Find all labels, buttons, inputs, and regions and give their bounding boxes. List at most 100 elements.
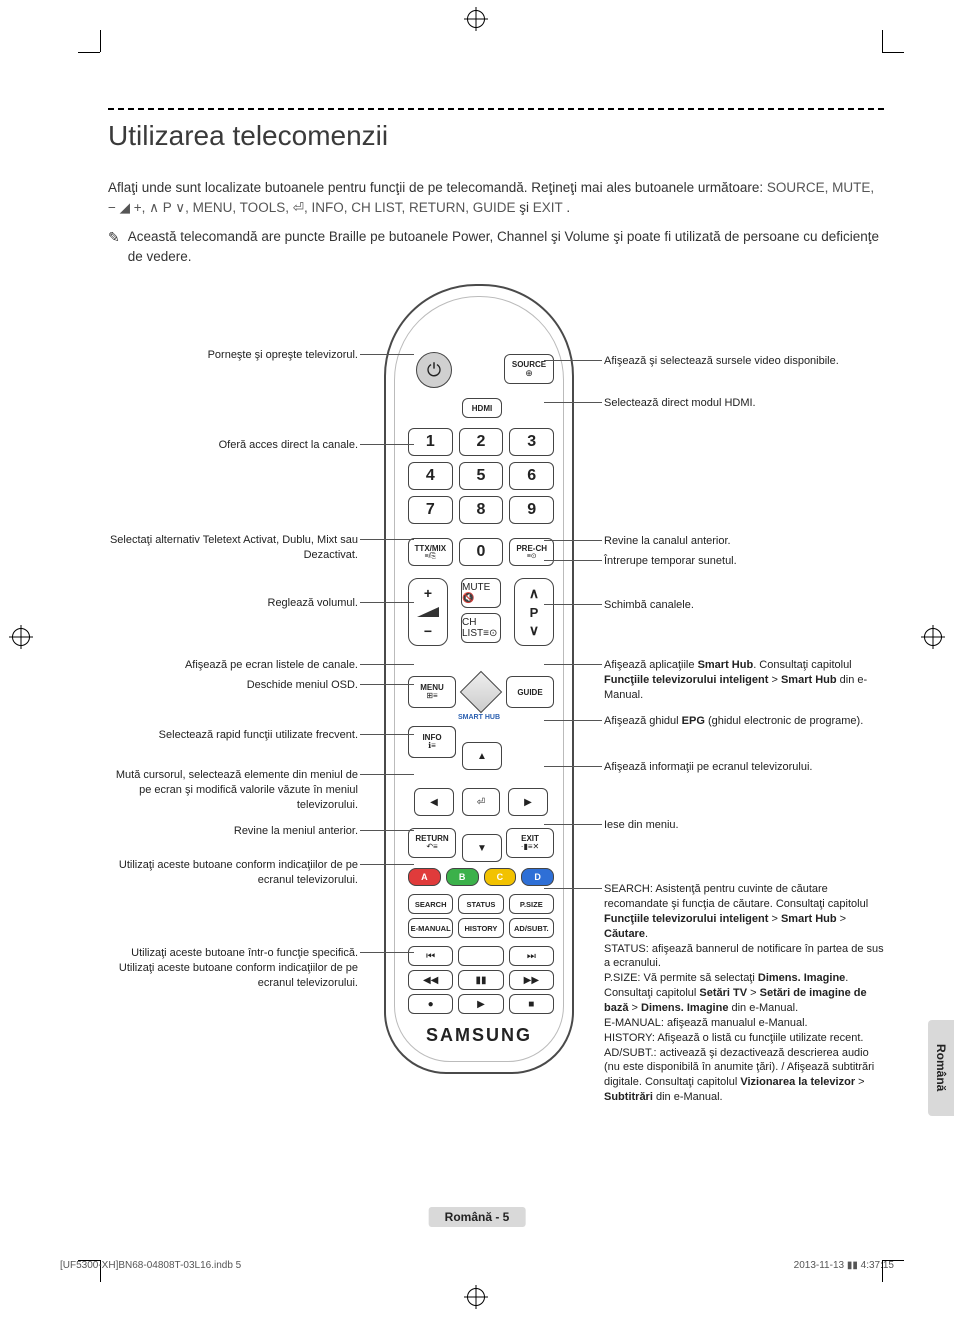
note-text: Această telecomandă are puncte Braille p… xyxy=(128,227,884,266)
mute-button[interactable]: MUTE🔇 xyxy=(461,578,501,608)
exit-button[interactable]: EXIT·▮≡✕ xyxy=(506,828,554,858)
transport-button[interactable]: ◀◀ xyxy=(408,970,453,990)
number-4-button[interactable]: 4 xyxy=(408,462,453,490)
footer: [UF5300-XH]BN68-04808T-03L16.indb 5 2013… xyxy=(60,1260,894,1271)
callout-line xyxy=(360,444,414,445)
callout-left: Mută cursorul, selectează elemente din m… xyxy=(108,768,358,813)
arrow-left-button[interactable]: ◀ xyxy=(414,788,454,816)
chlist-button[interactable]: CH LIST≡⊙ xyxy=(461,613,501,643)
language-tab: Română xyxy=(928,1020,954,1116)
adsubt-button[interactable]: AD/SUBT. xyxy=(509,918,554,938)
callout-line xyxy=(544,720,602,721)
callout-line xyxy=(360,684,414,685)
remote-diagram: ⏻ SOURCE ⊕ HDMI 123 456 789 TTX/MIX≡/⎘ 0 P… xyxy=(108,284,884,1164)
callout-line xyxy=(360,830,414,831)
transport-button[interactable]: ■ xyxy=(509,994,554,1014)
callout-line xyxy=(544,360,602,361)
callout-right: Afişează şi selectează sursele video dis… xyxy=(604,354,884,369)
callout-right: Iese din meniu. xyxy=(604,818,884,833)
volume-rocker[interactable]: + − xyxy=(408,578,448,646)
transport-button[interactable]: ● xyxy=(408,994,453,1014)
volume-icon xyxy=(417,607,439,617)
color-D-button[interactable]: D xyxy=(521,868,554,886)
number-0-button[interactable]: 0 xyxy=(459,538,504,566)
arrow-up-button[interactable]: ▲ xyxy=(462,742,502,770)
callout-line xyxy=(544,888,602,889)
emanual-button[interactable]: E-MANUAL xyxy=(408,918,453,938)
transport-button[interactable]: ▮▮ xyxy=(458,970,503,990)
callout-right: Schimbă canalele. xyxy=(604,598,884,613)
number-3-button[interactable]: 3 xyxy=(509,428,554,456)
page-number: Română - 5 xyxy=(429,1207,526,1227)
color-C-button[interactable]: C xyxy=(484,868,517,886)
ttxmix-button[interactable]: TTX/MIX≡/⎘ xyxy=(408,538,453,566)
brand-label: SAMSUNG xyxy=(386,1025,572,1046)
guide-button[interactable]: GUIDE xyxy=(506,676,554,708)
mid-col: MUTE🔇 CH LIST≡⊙ xyxy=(461,578,501,643)
number-8-button[interactable]: 8 xyxy=(459,496,504,524)
page-content: Utilizarea telecomenzii Aflaţi unde sunt… xyxy=(108,108,884,1164)
callout-left: Reglează volumul. xyxy=(108,596,358,611)
prech-button[interactable]: PRE-CH≡⊙ xyxy=(509,538,554,566)
source-button[interactable]: SOURCE ⊕ xyxy=(504,354,554,384)
hdmi-button[interactable]: HDMI xyxy=(462,398,502,418)
footer-right: 2013-11-13 ▮▮ 4:37:15 xyxy=(794,1260,894,1271)
psize-button[interactable]: P.SIZE xyxy=(509,894,554,914)
callout-line xyxy=(360,664,414,665)
ok-button[interactable]: ⏎ xyxy=(462,788,500,816)
callout-right: Afişează informaţii pe ecranul televizor… xyxy=(604,760,884,775)
number-9-button[interactable]: 9 xyxy=(509,496,554,524)
number-1-button[interactable]: 1 xyxy=(408,428,453,456)
power-button[interactable]: ⏻ xyxy=(416,352,452,388)
callout-line xyxy=(544,604,602,605)
search-button[interactable]: SEARCH xyxy=(408,894,453,914)
callout-right: Afişează aplicaţiile Smart Hub. Consulta… xyxy=(604,658,884,703)
callout-line xyxy=(360,952,414,953)
intro-text: Aflaţi unde sunt localizate butoanele pe… xyxy=(108,180,767,195)
callout-line xyxy=(544,824,602,825)
callout-left: Utilizaţi aceste butoane într-o funcţie … xyxy=(108,946,358,991)
callout-line xyxy=(360,734,414,735)
number-pad: 123 456 789 xyxy=(408,428,554,524)
smarthub-button[interactable] xyxy=(460,671,502,713)
registration-mark xyxy=(12,628,30,646)
callout-line xyxy=(360,539,414,540)
fn-row-1: SEARCHSTATUS P.SIZE xyxy=(408,894,554,914)
row-ttx: TTX/MIX≡/⎘ 0 PRE-CH≡⊙ xyxy=(408,538,554,566)
channel-rocker[interactable]: ∧ P ∨ xyxy=(514,578,554,646)
section-divider xyxy=(108,108,884,110)
crop-mark xyxy=(100,30,101,52)
callout-line xyxy=(544,402,602,403)
history-button[interactable]: HISTORY xyxy=(458,918,503,938)
callout-left: Afişează pe ecran listele de canale. xyxy=(108,658,358,673)
number-7-button[interactable]: 7 xyxy=(408,496,453,524)
color-row: ABCD xyxy=(408,868,554,886)
transport-button[interactable] xyxy=(458,946,503,966)
status-button[interactable]: STATUS xyxy=(458,894,503,914)
registration-mark xyxy=(924,628,942,646)
note-row: ✎ Această telecomandă are puncte Braille… xyxy=(108,227,884,266)
arrow-right-button[interactable]: ▶ xyxy=(508,788,548,816)
number-6-button[interactable]: 6 xyxy=(509,462,554,490)
menu-button[interactable]: MENU⊞≡ xyxy=(408,676,456,708)
transport-button[interactable]: ▶ xyxy=(458,994,503,1014)
registration-mark xyxy=(467,1288,485,1306)
page-title: Utilizarea telecomenzii xyxy=(108,120,884,152)
transport-row-1: ⏮⏭ xyxy=(408,946,554,966)
transport-button[interactable]: ⏭ xyxy=(509,946,554,966)
crop-mark xyxy=(882,52,904,53)
return-button[interactable]: RETURN↶≡ xyxy=(408,828,456,858)
callout-left: Selectează rapid funcţii utilizate frecv… xyxy=(108,728,358,743)
callout-right: Selectează direct modul HDMI. xyxy=(604,396,884,411)
callout-left: Selectaţi alternativ Teletext Activat, D… xyxy=(108,533,358,563)
arrow-down-button[interactable]: ▼ xyxy=(462,834,502,862)
dpad: ▲ ◀ ⏎ ▶ ▼ RETURN↶≡ EXIT·▮≡✕ xyxy=(414,742,548,862)
color-A-button[interactable]: A xyxy=(408,868,441,886)
callout-line xyxy=(360,354,414,355)
number-2-button[interactable]: 2 xyxy=(459,428,504,456)
callout-line xyxy=(360,864,414,865)
transport-button[interactable]: ▶▶ xyxy=(509,970,554,990)
color-B-button[interactable]: B xyxy=(446,868,479,886)
transport-button[interactable]: ⏮ xyxy=(408,946,453,966)
number-5-button[interactable]: 5 xyxy=(459,462,504,490)
